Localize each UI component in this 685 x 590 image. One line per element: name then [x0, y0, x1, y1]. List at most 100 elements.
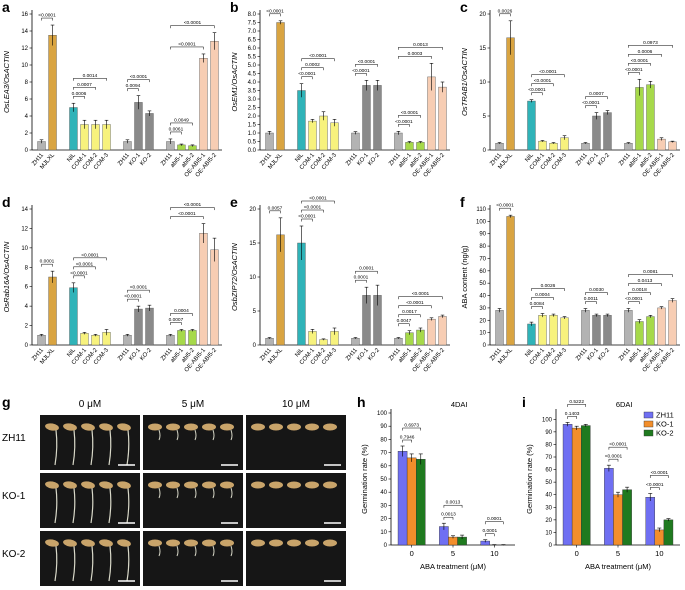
sprout — [54, 429, 58, 466]
y-axis-label: ABA content (ng/g) — [460, 245, 469, 308]
y-axis-label: OsLEA3/OsACTIN — [2, 50, 11, 113]
bar — [166, 335, 175, 346]
p-value: <0.0001 — [130, 74, 148, 80]
seed — [287, 481, 301, 489]
seed — [45, 481, 59, 489]
p-value: <0.0001 — [38, 13, 56, 19]
y-tick-label: 6.0 — [248, 46, 257, 52]
seed — [148, 539, 162, 547]
panel-letter: i — [522, 394, 526, 410]
p-value: <0.0001 — [70, 270, 88, 276]
y-tick-label: 20 — [479, 12, 486, 18]
sig-bracket — [398, 47, 443, 50]
y-axis-label: Germination rate (%) — [360, 444, 369, 514]
y-tick-label: 40 — [545, 493, 552, 499]
bar — [188, 330, 197, 346]
p-value: 0.0001 — [359, 266, 374, 272]
sig-bracket — [628, 301, 640, 305]
sig-bracket — [649, 487, 660, 490]
sprout — [54, 545, 58, 582]
y-tick-label: 0 — [253, 343, 257, 349]
y-tick-label: 10 — [545, 530, 552, 536]
bar — [265, 338, 274, 346]
sig-bracket — [531, 288, 565, 291]
bar — [622, 489, 632, 546]
bar — [210, 249, 219, 346]
p-value: 0.0030 — [589, 287, 604, 293]
sprout — [158, 487, 161, 499]
p-value: <0.0001 — [178, 41, 196, 47]
panel-letter: e — [230, 194, 238, 210]
row-label: KO-1 — [2, 491, 26, 502]
seed — [287, 423, 301, 431]
sig-bracket — [355, 279, 367, 283]
bar — [373, 85, 382, 151]
sig-bracket — [628, 72, 640, 75]
bar — [91, 335, 100, 346]
bar — [319, 339, 328, 346]
sprout — [90, 429, 94, 466]
y-tick-label: 70 — [545, 455, 552, 461]
bar — [581, 310, 590, 346]
x-tick-label: 10 — [490, 549, 498, 558]
y-tick-label: 3.5 — [248, 89, 257, 95]
y-tick-label: 14 — [21, 207, 28, 213]
bar — [199, 233, 208, 346]
bar — [668, 300, 677, 346]
y-tick-label: 15 — [479, 46, 486, 52]
y-tick-label: 10 — [21, 246, 28, 252]
y-tick-label: 50 — [479, 281, 486, 287]
sig-bracket — [608, 458, 619, 462]
chart-title: 4DAI — [451, 400, 468, 409]
p-value: <0.0001 — [605, 454, 623, 460]
bar — [37, 335, 46, 346]
p-value: <0.0001 — [298, 71, 316, 77]
bar — [560, 317, 569, 346]
bar — [145, 113, 154, 151]
p-value: <0.0001 — [631, 58, 649, 64]
bar — [527, 100, 536, 151]
p-value: 0.0004 — [535, 292, 550, 298]
sprout — [230, 545, 233, 557]
seed — [323, 423, 337, 431]
sig-bracket — [170, 216, 204, 220]
chart-title: 6DAI — [616, 400, 633, 409]
sig-bracket — [443, 504, 463, 508]
sig-bracket — [301, 58, 335, 62]
y-tick-label: 20 — [380, 517, 387, 523]
seed — [166, 481, 180, 489]
p-value: 0.0026 — [498, 8, 513, 14]
bar — [69, 107, 78, 151]
bar — [495, 142, 504, 151]
bar — [495, 310, 504, 346]
p-value: 0.0047 — [397, 318, 412, 324]
seed — [45, 423, 59, 431]
y-tick-label: 15 — [249, 241, 256, 247]
y-tick-label: 10 — [479, 331, 486, 337]
photo-cell — [246, 415, 346, 470]
y-tick-label: 6 — [25, 97, 29, 103]
sig-bracket — [402, 439, 412, 443]
y-tick-label: 5.5 — [248, 55, 257, 61]
seed — [166, 423, 180, 431]
bar — [657, 138, 666, 151]
legend-swatch — [643, 429, 654, 437]
sig-bracket — [127, 79, 150, 83]
sprout — [176, 487, 179, 499]
sig-bracket — [402, 427, 422, 431]
p-value: <0.0001 — [358, 59, 376, 65]
p-value: <0.0001 — [178, 211, 196, 217]
x-tick-label: NIL — [524, 152, 535, 164]
sig-bracket — [628, 283, 662, 287]
bar — [177, 330, 186, 346]
p-value: 0.0061 — [169, 126, 184, 132]
seed — [202, 423, 216, 431]
sprout — [108, 545, 112, 582]
bar — [427, 318, 436, 346]
seed — [305, 539, 319, 547]
seed — [287, 539, 301, 547]
panel-letter: b — [230, 0, 239, 15]
sprout — [126, 487, 130, 524]
row-label: KO-2 — [2, 549, 26, 560]
bar — [319, 115, 328, 151]
